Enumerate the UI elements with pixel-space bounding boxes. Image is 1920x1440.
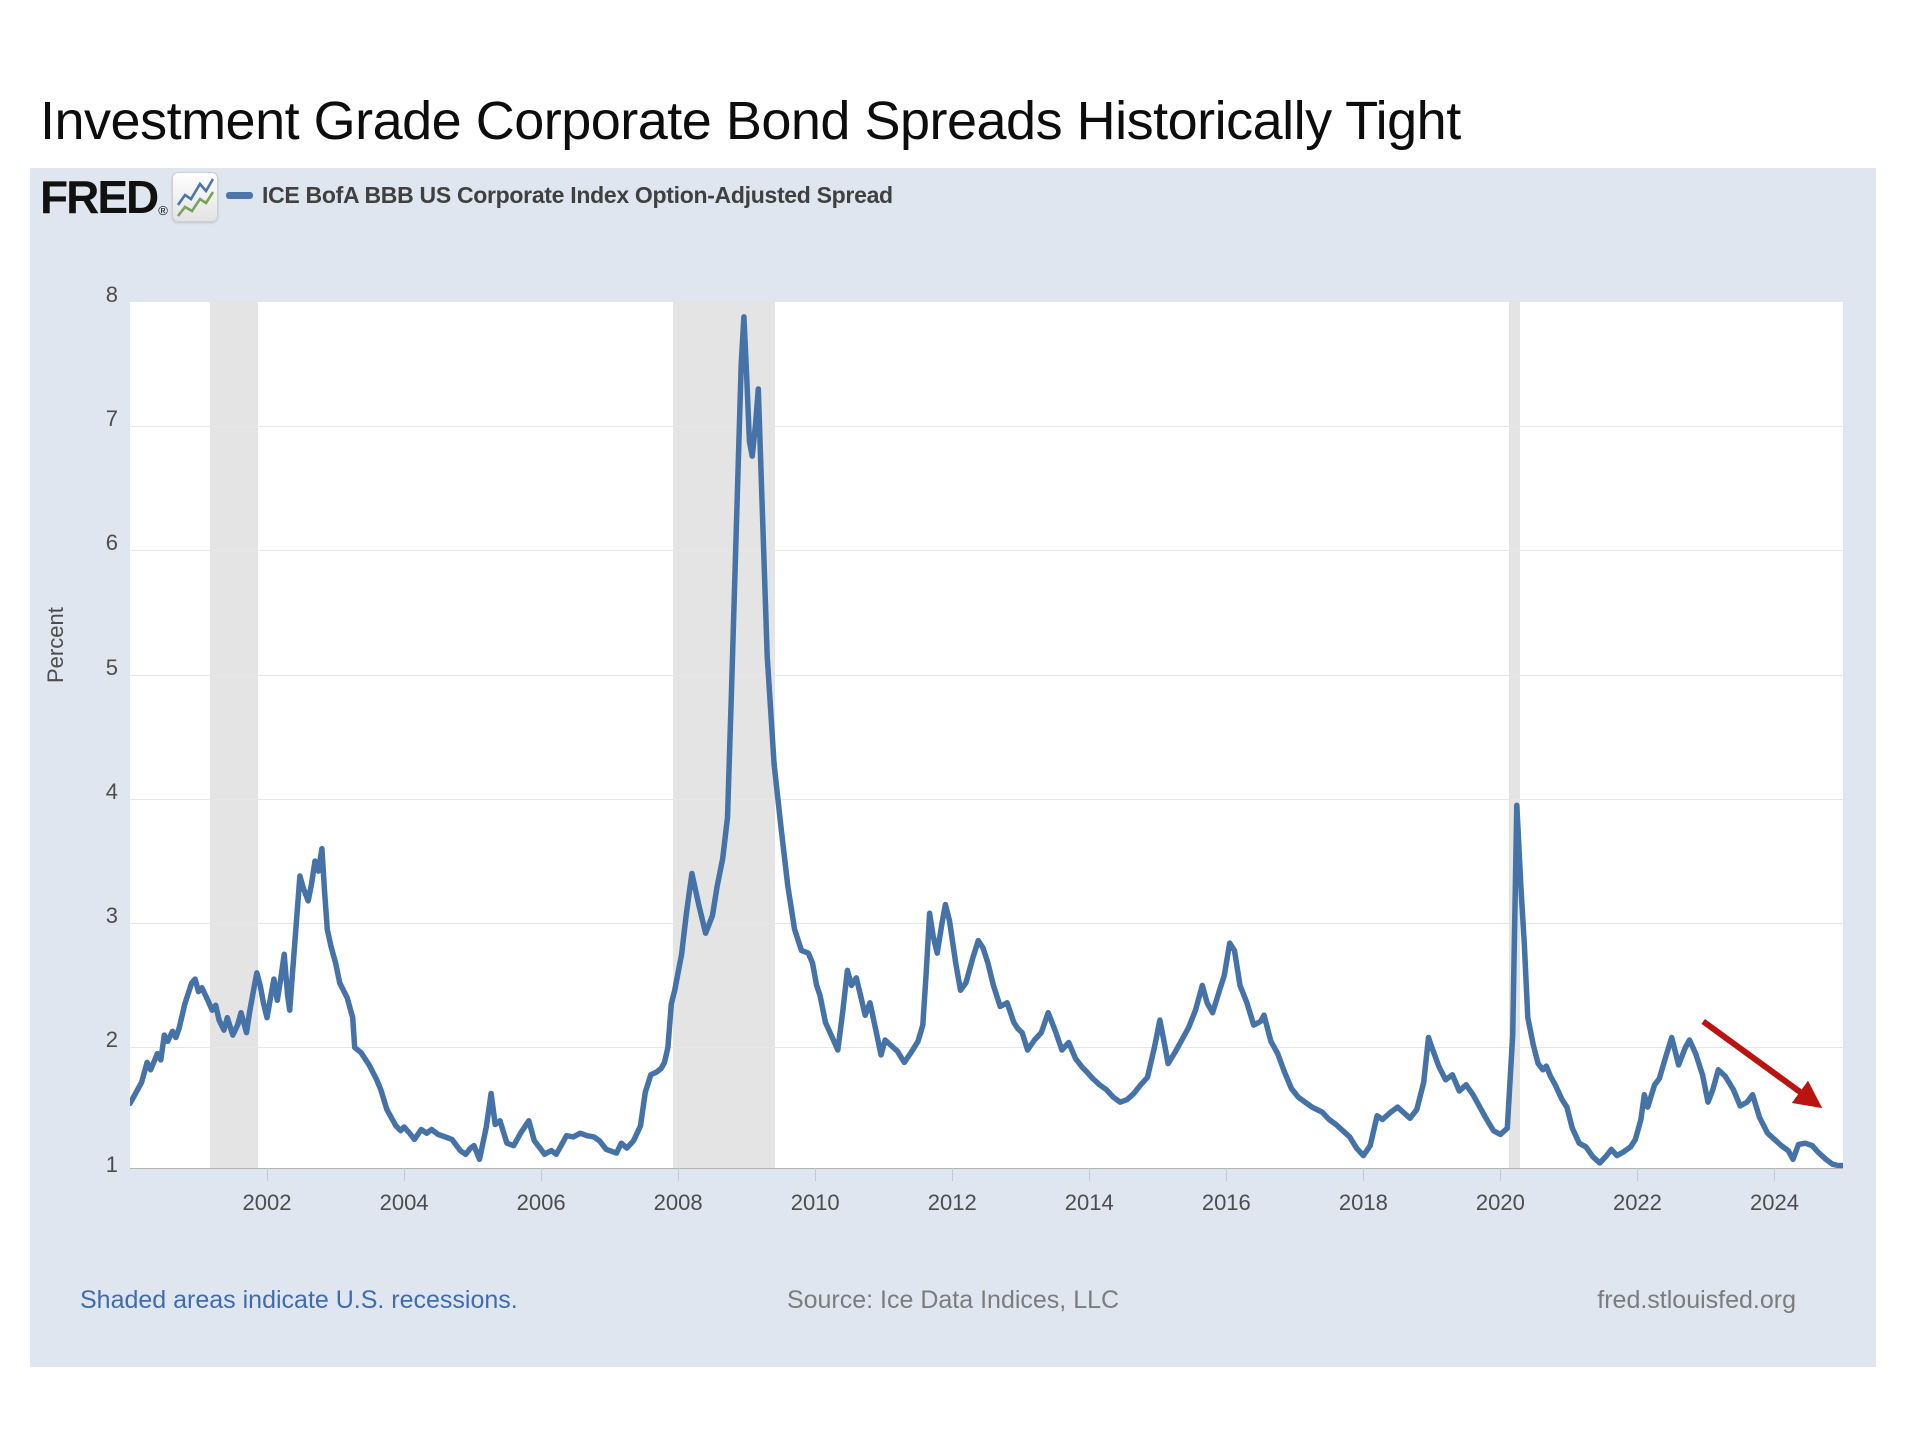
- x-tick-mark: [404, 1168, 406, 1181]
- y-tick-label: 2: [105, 1027, 118, 1053]
- spread-line-chart: [130, 314, 1843, 1168]
- x-tick-label: 2012: [927, 1190, 977, 1215]
- source-note: Source: Ice Data Indices, LLC: [786, 1286, 1120, 1314]
- x-tick-label: 2006: [516, 1190, 566, 1215]
- legend-label: ICE BofA BBB US Corporate Index Option-A…: [262, 182, 893, 208]
- gridline: [130, 550, 1843, 552]
- y-tick-label: 8: [105, 282, 118, 307]
- plot-area: [130, 302, 1843, 1169]
- fred-logo: FRED ®: [40, 170, 218, 224]
- x-tick-label: 2010: [790, 1190, 840, 1215]
- recession-note: Shaded areas indicate U.S. recessions.: [80, 1286, 518, 1314]
- fred-chart-panel: FRED ® ICE BofA BBB US Corporate Index O…: [30, 168, 1876, 1367]
- registered-mark: ®: [158, 203, 168, 218]
- y-tick-label: 6: [105, 530, 118, 556]
- gridline: [130, 798, 1843, 800]
- x-tick-mark: [815, 1168, 817, 1181]
- downtrend-arrow-annotation: [1701, 1018, 1823, 1109]
- gridline: [130, 426, 1843, 428]
- y-tick-label: 5: [105, 654, 118, 680]
- x-tick-label: 2016: [1201, 1190, 1251, 1215]
- gridline: [130, 1047, 1843, 1049]
- gridline: [130, 674, 1843, 676]
- data-series-line: [130, 314, 1843, 1168]
- fred-sparkline-icon: [171, 172, 218, 222]
- x-tick-mark: [541, 1168, 543, 1181]
- fred-wordmark: FRED: [40, 171, 159, 223]
- x-tick-label: 2008: [653, 1190, 703, 1215]
- legend-line-swatch: [226, 192, 253, 199]
- x-tick-label: 2020: [1475, 1190, 1525, 1215]
- x-axis-line: [130, 1168, 1843, 1169]
- y-tick-label: 3: [105, 903, 118, 929]
- x-tick-mark: [1500, 1168, 1502, 1181]
- x-tick-mark: [1363, 1168, 1365, 1181]
- x-tick-mark: [267, 1168, 269, 1181]
- x-tick-mark: [1637, 1168, 1639, 1181]
- x-tick-label: 2024: [1749, 1190, 1799, 1215]
- page-title: Investment Grade Corporate Bond Spreads …: [40, 91, 1461, 152]
- x-tick-label: 2014: [1064, 1190, 1114, 1215]
- legend: ICE BofA BBB US Corporate Index Option-A…: [226, 182, 893, 209]
- x-tick-label: 2004: [379, 1190, 429, 1215]
- x-tick-mark: [1226, 1168, 1228, 1181]
- x-tick-label: 2022: [1612, 1190, 1662, 1215]
- x-tick-mark: [952, 1168, 954, 1181]
- x-tick-label: 2018: [1338, 1190, 1388, 1215]
- gridline: [130, 923, 1843, 925]
- y-tick-label: 1: [105, 1151, 118, 1177]
- x-tick-label: 2002: [242, 1190, 292, 1215]
- y-tick-label: 4: [105, 778, 118, 804]
- fred-url: fred.stlouisfed.org: [1597, 1286, 1796, 1314]
- recession-band: [1509, 302, 1520, 1168]
- x-tick-mark: [1089, 1168, 1091, 1181]
- x-tick-mark: [678, 1168, 680, 1181]
- x-tick-mark: [1774, 1168, 1776, 1181]
- y-tick-label: 7: [105, 406, 118, 432]
